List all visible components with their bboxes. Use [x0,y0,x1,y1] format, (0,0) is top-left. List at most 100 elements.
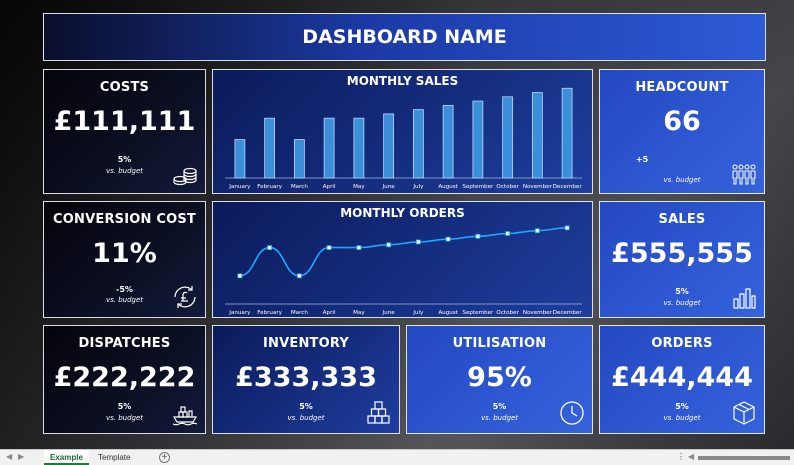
next-sheet-icon[interactable]: ▶ [18,452,25,461]
utilisation-delta: 5% [492,402,507,411]
orders-tick-label: June [382,310,396,316]
sales-tick-label: December [553,184,583,190]
orders-tick-label: September [462,310,494,316]
orders-tick-label: May [353,310,365,316]
sales-bar [323,117,335,179]
sales-tick-label: June [382,184,396,190]
orders-point [445,236,451,242]
sales-tile: SALES £555,555 5% vs. budget [599,201,765,318]
utilisation-tile: UTILISATION 95% 5% vs. budget [406,325,593,434]
sales-tick-label: April [323,184,336,190]
orders-tick-label: February [257,310,282,316]
horizontal-scrollbar[interactable] [698,456,790,460]
sales-tick-label: March [291,184,309,190]
conversion-cost-tile: CONVERSION COST 11% -5% vs. budget [43,201,206,318]
sales-bar [264,117,276,179]
sales-bar [383,113,395,179]
costs-value: £111,111 [53,106,196,137]
sales-bar [472,100,484,179]
orders-point [356,245,362,250]
orders-tick-label: April [323,310,336,316]
more-options-icon[interactable]: ⋮ [677,452,685,461]
sales-bar [561,87,573,179]
headcount-tile: HEADCOUNT 66 +5 vs. budget [599,69,765,194]
inventory-tile: INVENTORY £333,333 5% vs. budget [212,325,400,434]
ship-icon [172,406,198,426]
headcount-delta: +5 [635,155,649,164]
costs-title: COSTS [99,80,150,95]
conversion-cost-title: CONVERSION COST [53,212,196,227]
dashboard-title: DASHBOARD NAME [302,26,507,48]
orders-line [239,227,568,277]
boxes-icon [367,401,390,424]
sales-tick-label: January [228,184,251,190]
sales-bar [442,104,454,179]
conversion-cost-delta: -5% [116,285,133,294]
utilisation-value: 95% [467,362,532,393]
dispatches-title: DISPATCHES [78,336,171,351]
dispatches-delta: 5% [117,402,132,411]
scroll-left-icon[interactable]: ◀ [688,452,695,461]
bar-chart-icon [733,288,756,309]
orders-point [564,225,570,231]
prev-sheet-icon[interactable]: ◀ [6,452,13,461]
orders-point [534,228,540,234]
package-icon [733,401,755,425]
monthly-sales-plot: January February March April May June July Augu… [225,87,583,190]
sales-tick-label: September [462,184,494,190]
utilisation-title: UTILISATION [452,336,547,351]
sales-bar [353,117,365,179]
costs-delta: 5% [117,155,132,164]
headcount-sub: vs. budget [663,176,701,184]
orders-value: £444,444 [611,362,753,393]
monthly-sales-chart: MONTHLY SALES January February March April M… [212,69,593,194]
conversion-cost-sub: vs. budget [105,296,144,304]
scrollbar-thumb[interactable] [698,456,790,460]
sales-bar [531,92,543,179]
dispatches-value: £222,222 [53,362,196,393]
utilisation-sub: vs. budget [480,414,519,422]
sales-tick-label: November [523,184,553,190]
orders-tick-label: March [291,310,309,316]
sheet-tab-template[interactable]: Template [98,453,131,462]
orders-point [386,242,392,248]
costs-tile: COSTS £111,111 5% vs. budget [43,69,206,194]
add-sheet-button[interactable]: + [159,452,170,463]
orders-tick-label: December [553,310,583,316]
orders-tick-label: October [496,310,519,316]
dashboard-header: DASHBOARD NAME [43,13,766,61]
dispatches-sub: vs. budget [105,414,144,422]
orders-title: ORDERS [651,336,713,351]
orders-point [296,273,302,279]
orders-tick-label: November [523,310,553,316]
orders-tick-label: July [412,310,424,316]
sheet-tab-example[interactable]: Example [44,450,89,465]
monthly-orders-chart: MONTHLY ORDERS January February March April… [212,201,593,318]
monthly-orders-title: MONTHLY ORDERS [340,206,465,220]
inventory-title: INVENTORY [263,336,349,351]
sales-tick-label: August [438,184,458,190]
costs-sub: vs. budget [105,167,144,175]
headcount-value: 66 [663,106,701,137]
inventory-value: £333,333 [235,362,377,393]
people-icon [732,164,756,185]
orders-delta: 5% [675,402,689,411]
dispatches-tile: DISPATCHES £222,222 5% vs. budget [43,325,206,434]
sales-delta: 5% [675,287,689,296]
sales-bar [234,139,246,179]
monthly-orders-plot: January February March April May June July Augu… [225,225,583,316]
sales-value: £555,555 [611,238,753,269]
pound-exchange-icon [174,286,196,308]
inventory-sub: vs. budget [287,414,325,422]
conversion-cost-value: 11% [92,238,157,269]
inventory-delta: 5% [299,402,313,411]
monthly-sales-title: MONTHLY SALES [346,74,459,88]
orders-point [475,233,481,239]
sales-tick-label: February [257,184,282,190]
orders-tick-label: January [228,310,251,316]
sales-sub: vs. budget [663,299,701,307]
orders-point [237,273,243,279]
orders-point [326,245,332,250]
sales-tick-label: July [412,184,424,190]
orders-tick-label: August [438,310,458,316]
